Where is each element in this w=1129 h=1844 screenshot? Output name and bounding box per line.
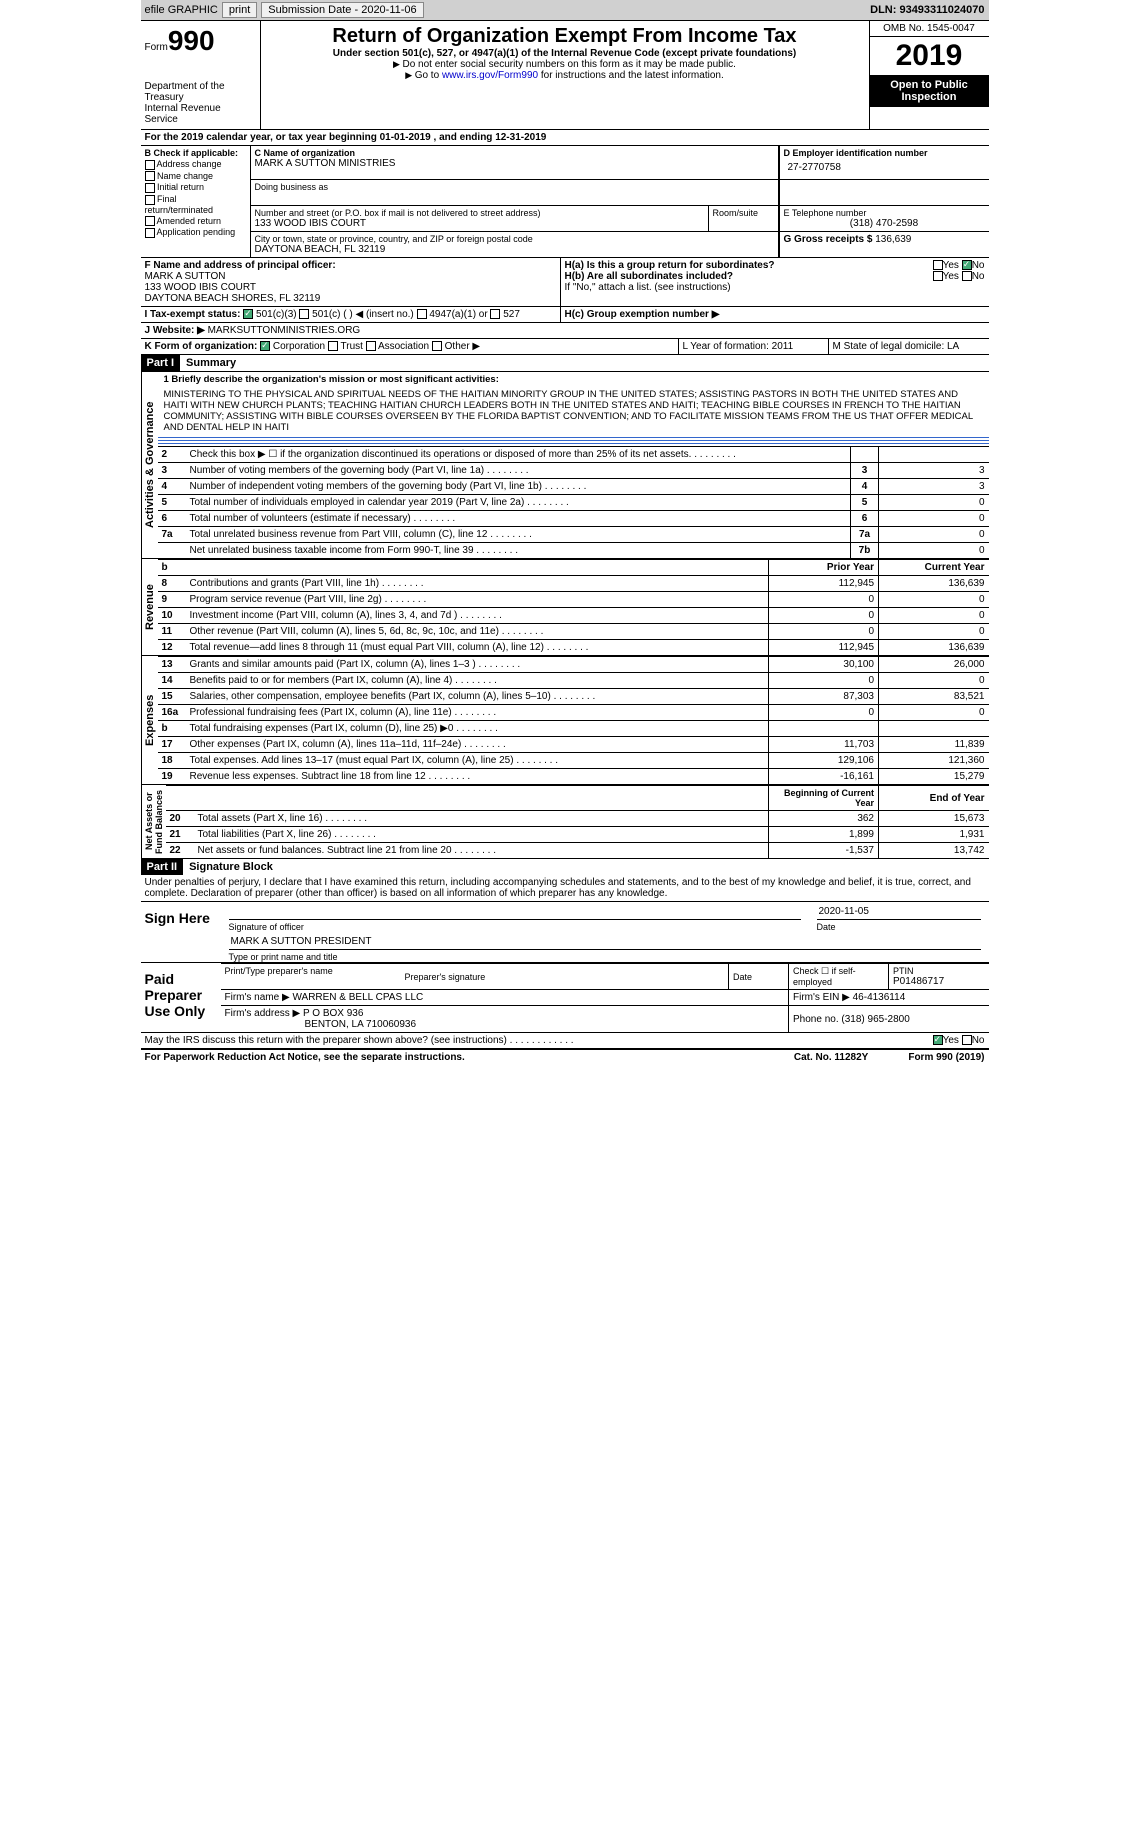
form-id-block: Form990 Department of the Treasury Inter… <box>141 21 261 129</box>
officer-name: MARK A SUTTON PRESIDENT <box>229 934 981 950</box>
paid-prep-label: Paid Preparer Use Only <box>141 963 221 1032</box>
mission-text: MINISTERING TO THE PHYSICAL AND SPIRITUA… <box>158 387 989 435</box>
part2-hdr: Part II <box>141 859 184 875</box>
line-a: For the 2019 calendar year, or tax year … <box>141 129 989 145</box>
org-name: MARK A SUTTON MINISTRIES <box>255 158 774 169</box>
form-title: Return of Organization Exempt From Incom… <box>265 25 865 48</box>
dln: DLN: 93493311024070 <box>870 4 984 16</box>
top-bar: efile GRAPHIC print Submission Date - 20… <box>141 0 989 20</box>
perjury-text: Under penalties of perjury, I declare th… <box>141 875 989 901</box>
revenue-table: bPrior YearCurrent Year 8Contributions a… <box>158 559 989 655</box>
box-b: B Check if applicable: Address change Na… <box>141 146 251 257</box>
year-block: OMB No. 1545-0047 2019 Open to Public In… <box>869 21 989 129</box>
submission-date: Submission Date - 2020-11-06 <box>261 2 423 18</box>
vtab-revenue: Revenue <box>141 559 158 655</box>
print-button[interactable]: print <box>222 2 257 18</box>
netassets-table: Beginning of Current YearEnd of Year 20T… <box>166 785 989 858</box>
gross-receipts: 136,639 <box>875 234 911 245</box>
vtab-governance: Activities & Governance <box>141 372 158 558</box>
footer-left: For Paperwork Reduction Act Notice, see … <box>145 1052 465 1063</box>
vtab-netassets: Net Assets or Fund Balances <box>141 785 166 858</box>
sign-here-label: Sign Here <box>141 902 221 962</box>
efile-label: efile GRAPHIC <box>145 4 218 16</box>
org-city: DAYTONA BEACH, FL 32119 <box>255 244 774 255</box>
box-c-name-label: C Name of organization <box>255 148 774 158</box>
firm-name: WARREN & BELL CPAS LLC <box>292 992 423 1003</box>
expenses-table: 13Grants and similar amounts paid (Part … <box>158 656 989 784</box>
footer-right: Form 990 (2019) <box>908 1052 984 1063</box>
website: MARKSUTTONMINISTRIES.ORG <box>208 325 361 336</box>
footer-cat: Cat. No. 11282Y <box>794 1052 868 1063</box>
form-title-block: Return of Organization Exempt From Incom… <box>261 21 869 129</box>
ein: 27-2770758 <box>784 158 985 177</box>
governance-table: 2Check this box ▶ ☐ if the organization … <box>158 446 989 558</box>
irs-link[interactable]: www.irs.gov/Form990 <box>442 70 538 81</box>
phone: (318) 470-2598 <box>784 218 985 229</box>
org-street: 133 WOOD IBIS COURT <box>255 218 704 229</box>
vtab-expenses: Expenses <box>141 656 158 784</box>
part1-hdr: Part I <box>141 355 181 371</box>
